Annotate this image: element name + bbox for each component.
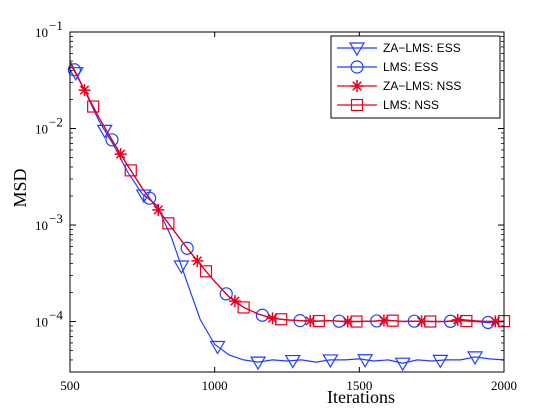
y-tick-label: 10 (35, 315, 48, 330)
legend-label: ZA−LMS: ESS (383, 41, 461, 55)
legend-box (330, 35, 501, 119)
data-point (209, 340, 226, 355)
legend-entry: LMS: ESS (337, 60, 438, 74)
data-point (394, 357, 411, 372)
y-tick-label-exponent: −1 (49, 18, 63, 33)
data-point (180, 241, 194, 255)
data-point (237, 301, 250, 314)
legend-label: LMS: ESS (383, 60, 438, 74)
legend-label: LMS: NSS (383, 98, 439, 112)
x-tick-label: 500 (60, 378, 80, 393)
data-point (162, 217, 175, 230)
legend: ZA−LMS: ESS LMS: ESS ZA−LMS: NSS LMS: NSS (330, 35, 501, 119)
plot-frame (69, 31, 505, 373)
data-point (96, 124, 113, 139)
y-tick-label: 10 (35, 218, 48, 233)
data-point (219, 287, 233, 301)
data-point (275, 313, 288, 326)
data-point (386, 314, 399, 327)
y-tick-label: 10 (35, 122, 48, 137)
y-tick-label: 10 (35, 25, 48, 40)
series-markers (78, 84, 502, 328)
data-point (432, 354, 449, 369)
data-point (322, 354, 339, 369)
legend-marker (348, 42, 366, 57)
x-tick-label: 1000 (202, 378, 228, 393)
legend-entry: ZA−LMS: NSS (337, 79, 461, 93)
y-tick-label-exponent: −4 (49, 308, 63, 323)
series-markers (67, 67, 484, 372)
data-point (357, 354, 374, 368)
data-point (350, 315, 363, 328)
legend-marker (351, 80, 363, 92)
data-point (250, 356, 267, 371)
data-point (124, 164, 137, 177)
data-point (312, 314, 325, 328)
legend-label: ZA−LMS: NSS (383, 79, 461, 93)
x-tick-label: 1500 (346, 378, 372, 393)
legend-marker (350, 60, 364, 74)
data-point (142, 191, 157, 205)
data-point (67, 63, 81, 77)
data-point (173, 260, 190, 275)
y-axis-label: MSD (10, 168, 30, 207)
y-tick-label-exponent: −3 (49, 211, 63, 226)
data-point (460, 314, 473, 328)
series-line (70, 60, 504, 364)
legend-entry: ZA−LMS: ESS (337, 41, 461, 57)
data-point (87, 100, 100, 113)
x-tick-label: 2000 (491, 378, 517, 393)
plot-area (67, 60, 511, 372)
legend-entry: LMS: NSS (337, 98, 439, 112)
data-point (199, 265, 213, 278)
x-axis-label: Iterations (327, 387, 395, 407)
data-point (467, 351, 484, 366)
y-tick-label-exponent: −2 (49, 115, 63, 130)
series-markers (87, 100, 511, 328)
series-1 (70, 60, 504, 364)
data-point (284, 354, 301, 369)
legend-marker (350, 98, 364, 112)
data-point (105, 133, 119, 147)
data-point (424, 315, 437, 328)
